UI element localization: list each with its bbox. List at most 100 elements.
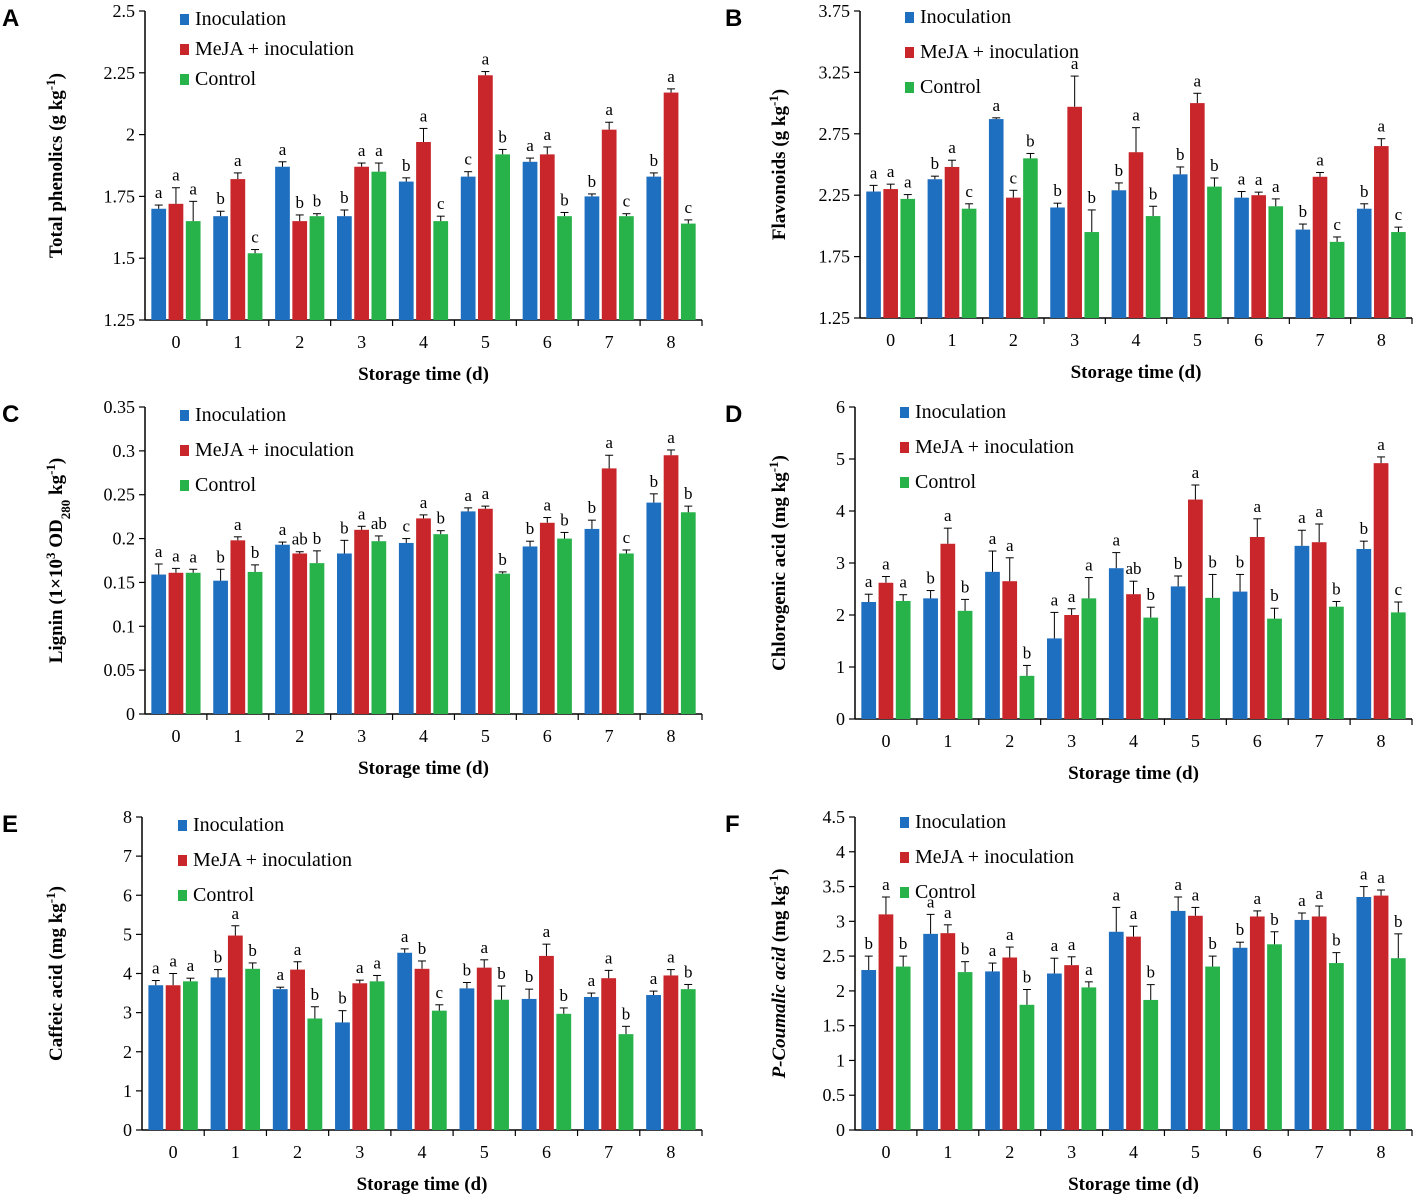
bar-inoculation <box>1111 190 1127 318</box>
significance-label: a <box>1068 587 1076 606</box>
bar-inoculation <box>923 598 938 719</box>
legend-swatch-inoculation <box>905 12 914 23</box>
significance-label: b <box>1236 920 1245 939</box>
legend: Inoculation MeJA + inoculation Control <box>178 814 352 906</box>
bar-control <box>1207 186 1222 318</box>
bar-meja <box>1373 895 1389 1130</box>
x-tick-label: 5 <box>1191 1142 1200 1162</box>
bar-control <box>307 1018 323 1130</box>
y-tick-label: 7 <box>123 846 132 866</box>
x-tick-label: 7 <box>604 1142 613 1162</box>
x-axis-title: Storage time (d) <box>358 364 489 385</box>
significance-label: c <box>1395 205 1403 224</box>
bar-inoculation <box>646 502 662 714</box>
significance-label: b <box>650 151 659 170</box>
bar-inoculation <box>861 602 877 719</box>
significance-label: b <box>1088 188 1097 207</box>
significance-label: a <box>294 940 302 959</box>
significance-label: b <box>497 964 506 983</box>
legend-label-meja: MeJA + inoculation <box>915 846 1074 868</box>
legend-label-meja: MeJA + inoculation <box>195 439 354 461</box>
significance-label: b <box>1332 579 1341 598</box>
bar-control <box>185 572 201 714</box>
significance-label: a <box>1071 54 1079 73</box>
significance-label: b <box>864 934 873 953</box>
significance-label: b <box>313 529 322 548</box>
bar-meja <box>168 572 184 714</box>
bar-inoculation <box>148 985 164 1130</box>
bar-control <box>895 600 911 719</box>
significance-label: a <box>1255 170 1263 189</box>
bar-meja <box>354 166 369 320</box>
bar-meja <box>663 975 679 1130</box>
y-axis-title-part: P <box>769 1066 790 1079</box>
legend-swatch-inoculation <box>900 407 909 418</box>
bar-inoculation <box>988 119 1004 319</box>
y-tick-label: 4 <box>836 501 845 521</box>
bar-control <box>1081 987 1097 1130</box>
significance-label: a <box>899 573 907 592</box>
bar-control <box>957 972 973 1130</box>
significance-label: b <box>1394 912 1403 931</box>
bar-inoculation <box>1234 197 1249 318</box>
y-tick-label: 0 <box>126 704 135 724</box>
x-tick-label: 1 <box>948 330 957 350</box>
significance-label: a <box>667 67 675 86</box>
legend-label-control: Control <box>193 884 255 906</box>
bar-inoculation <box>213 580 228 714</box>
x-tick-label: 8 <box>666 1142 675 1162</box>
y-tick-label: 1.25 <box>104 310 136 330</box>
bar-meja <box>940 543 956 719</box>
x-tick-label: 4 <box>419 726 428 746</box>
y-axis-title-part: -Coumalic acid <box>769 947 790 1067</box>
significance-label: a <box>1377 435 1385 454</box>
significance-label: a <box>989 529 997 548</box>
significance-label: b <box>1208 552 1217 571</box>
bar-control <box>1391 232 1406 318</box>
significance-label: c <box>251 228 259 247</box>
y-axis-title: Caffeic acid (mg kg-1) <box>43 886 68 1061</box>
legend-label-inoculation: Inoculation <box>920 6 1011 28</box>
legend-swatch-inoculation <box>178 820 187 831</box>
significance-label: a <box>605 433 613 452</box>
significance-label: a <box>172 166 180 185</box>
legend-swatch-control <box>178 890 187 901</box>
significance-label: b <box>1210 156 1219 175</box>
legend-swatch-meja <box>900 852 909 863</box>
x-tick-label: 3 <box>355 1142 364 1162</box>
y-tick-label: 2.75 <box>819 124 851 144</box>
significance-label: b <box>251 543 260 562</box>
bar-inoculation <box>923 933 938 1130</box>
x-tick-label: 8 <box>1377 1142 1386 1162</box>
significance-label: b <box>650 472 659 491</box>
bar-meja <box>601 468 617 714</box>
y-tick-label: 2 <box>123 1042 132 1062</box>
x-tick-label: 6 <box>1253 731 1262 751</box>
significance-label: a <box>865 572 873 591</box>
panel-letter: C <box>2 401 19 428</box>
bar-meja <box>1190 103 1205 318</box>
bar-inoculation <box>1108 931 1124 1130</box>
bar-control <box>247 253 263 320</box>
panel-letter: D <box>725 401 742 428</box>
significance-label: b <box>525 967 534 986</box>
x-axis-title: Storage time (d) <box>1068 1174 1199 1194</box>
bar-meja <box>230 540 246 714</box>
x-tick-label: 3 <box>357 332 366 352</box>
legend-label-inoculation: Inoculation <box>195 404 286 426</box>
bar-meja <box>230 179 246 320</box>
legend-swatch-inoculation <box>900 817 909 828</box>
bar-meja <box>1311 542 1327 719</box>
significance-label: a <box>1112 885 1120 904</box>
y-axis-title-part: ) <box>769 89 790 95</box>
significance-label: b <box>1023 643 1032 662</box>
bar-inoculation <box>861 970 877 1130</box>
bar-control <box>371 541 387 714</box>
y-tick-label: 1 <box>836 1050 845 1070</box>
bar-inoculation <box>646 176 662 320</box>
bar-meja <box>1251 195 1266 318</box>
significance-label: a <box>870 163 878 182</box>
x-tick-label: 3 <box>357 726 366 746</box>
